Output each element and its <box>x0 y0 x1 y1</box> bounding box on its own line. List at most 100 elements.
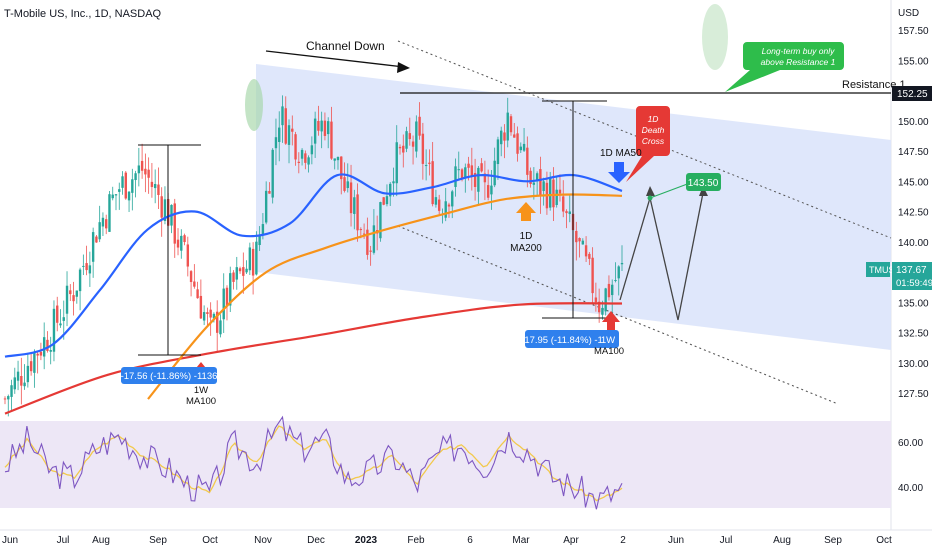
countdown-text: 01:59:49 <box>896 278 932 289</box>
candle-body <box>320 120 323 132</box>
death-cross-text-3: Cross <box>642 136 665 146</box>
candle-body <box>307 157 310 165</box>
candle-body <box>346 181 349 189</box>
candle-body <box>242 267 245 276</box>
candle-body <box>379 202 382 239</box>
candle-body <box>124 172 127 199</box>
time-tick-label: Dec <box>307 535 325 546</box>
candle-body <box>39 351 43 356</box>
candle-body <box>503 132 506 141</box>
candle-body <box>49 350 52 352</box>
candle-body <box>349 182 353 214</box>
candle-body <box>542 181 545 191</box>
time-axis[interactable]: Jun Jul Aug Sep Oct Nov Dec 2023 Feb 6 Mar Apr 2 Jun J… <box>2 535 892 546</box>
time-tick-label: 2023 <box>355 535 378 546</box>
candle-body <box>310 145 314 155</box>
candle-body <box>16 371 20 381</box>
channel-down-label: Channel Down <box>306 39 385 53</box>
candle-body <box>62 317 65 321</box>
candle-body <box>611 284 614 296</box>
candle-body <box>340 156 343 180</box>
candle-body <box>444 201 447 218</box>
candle-body <box>173 203 176 244</box>
candle-body <box>294 134 297 160</box>
candle-body <box>105 219 108 229</box>
candle-body <box>33 352 36 373</box>
candle-body <box>366 229 369 255</box>
candle-body <box>258 235 261 245</box>
price-tick-label: 155.00 <box>898 56 929 67</box>
chart-title: T-Mobile US, Inc., 1D, NASDAQ <box>4 8 162 20</box>
price-tick-label: 130.00 <box>898 359 929 370</box>
ma50-label: 1D MA50 <box>600 148 642 159</box>
target-dot <box>647 195 653 201</box>
candle-body <box>411 141 415 147</box>
candle-body <box>264 190 268 223</box>
target-connector <box>649 182 691 199</box>
time-tick-label: Feb <box>407 535 425 546</box>
time-tick-label: Sep <box>149 535 167 546</box>
time-tick-label: Oct <box>202 535 218 546</box>
candle-body <box>42 337 46 357</box>
time-tick-label: Apr <box>563 535 579 546</box>
candle-body <box>392 181 395 184</box>
target-text: 143.50 <box>688 178 719 189</box>
candle-body <box>313 118 317 144</box>
candle-body <box>562 196 565 212</box>
candle-body <box>127 191 131 201</box>
time-tick-label: 6 <box>467 535 473 546</box>
candle-body <box>297 161 301 163</box>
candle-body <box>101 217 105 227</box>
candle-body <box>588 253 591 259</box>
ma200-label-2: MA200 <box>510 243 542 254</box>
candle-body <box>271 149 274 198</box>
channel-lower-line <box>397 225 839 405</box>
time-tick-label: 2 <box>620 535 626 546</box>
candle-body <box>513 134 516 138</box>
candle-body <box>509 116 513 133</box>
rsi-tick-40: 40.00 <box>898 483 923 494</box>
candle-body <box>424 165 428 167</box>
projection-path <box>619 192 704 321</box>
drop2-badge <box>525 330 619 348</box>
candle-body <box>447 204 451 207</box>
candle-body <box>85 263 88 271</box>
candle-body <box>251 248 255 276</box>
candle-body <box>65 285 69 314</box>
candle-body <box>326 121 330 135</box>
ma50-line <box>4 173 623 358</box>
price-tick-label: 127.50 <box>898 389 929 400</box>
price-tick-label: 132.50 <box>898 329 929 340</box>
long-term-note-callout <box>725 42 844 92</box>
candle-body <box>353 197 356 214</box>
candle-body <box>506 112 509 141</box>
rsi-tick-60: 60.00 <box>898 438 923 449</box>
candle-body <box>215 311 219 333</box>
candle-body <box>418 116 421 136</box>
time-tick-label: Jun <box>2 535 18 546</box>
candle-body <box>268 190 271 194</box>
candle-body <box>248 247 252 271</box>
candle-body <box>150 181 154 188</box>
candles <box>3 95 624 417</box>
candle-body <box>385 196 389 205</box>
candle-body <box>591 257 594 294</box>
drop2-suffix: 1W <box>601 335 615 346</box>
candle-body <box>614 280 617 282</box>
candle-body <box>186 244 190 267</box>
candle-body <box>287 125 291 145</box>
candle-body <box>189 271 193 283</box>
candle-body <box>261 224 265 236</box>
candle-body <box>13 377 16 390</box>
candle-body <box>7 396 10 400</box>
ma100-arrow-2 <box>602 311 620 330</box>
candle-body <box>317 120 320 131</box>
candle-body <box>219 320 222 335</box>
candle-body <box>500 130 503 145</box>
candle-body <box>82 265 85 267</box>
candle-body <box>52 308 56 352</box>
projected-high-highlight <box>702 4 728 70</box>
candle-body <box>532 182 536 185</box>
resistance-price-tag <box>892 86 932 101</box>
